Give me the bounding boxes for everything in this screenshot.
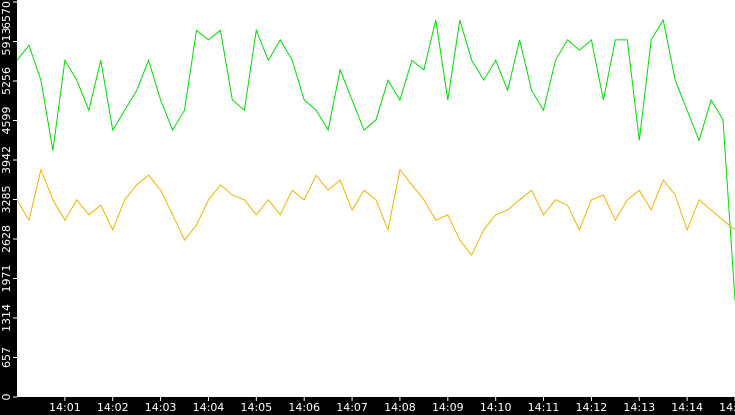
y-tick-label: 2628 bbox=[0, 225, 13, 253]
y-tick-label: 6570 bbox=[0, 1, 13, 29]
x-tick-label: 14:07 bbox=[336, 401, 368, 414]
x-tick-label: 14:08 bbox=[384, 401, 416, 414]
x-tick-label: 14:04 bbox=[193, 401, 225, 414]
data-line bbox=[16, 168, 735, 257]
data-line bbox=[16, 18, 735, 301]
y-tick-label: 1314 bbox=[0, 304, 13, 332]
plot-area bbox=[17, 0, 735, 397]
x-tick-label: 14:01 bbox=[49, 401, 81, 414]
y-tick-label: 3285 bbox=[0, 186, 13, 214]
x-tick-label: 14:15 bbox=[719, 401, 735, 414]
x-tick-label: 14:10 bbox=[480, 401, 512, 414]
y-tick-label: 0 bbox=[0, 394, 13, 401]
x-tick-label: 14:12 bbox=[576, 401, 608, 414]
x-tick-label: 14:02 bbox=[97, 401, 129, 414]
y-tick-label: 4599 bbox=[0, 107, 13, 135]
y-tick-label: 5913 bbox=[0, 28, 13, 56]
y-tick-label: 1971 bbox=[0, 265, 13, 293]
x-tick-label: 14:13 bbox=[623, 401, 655, 414]
x-tick-label: 14:09 bbox=[432, 401, 464, 414]
x-tick-label: 14:03 bbox=[145, 401, 177, 414]
y-tick-label: 5256 bbox=[0, 67, 13, 95]
x-tick-label: 14:11 bbox=[528, 401, 560, 414]
y-tick-label: 657 bbox=[0, 347, 13, 368]
x-tick-label: 14:14 bbox=[671, 401, 703, 414]
y-tick-label: 3942 bbox=[0, 146, 13, 174]
x-tick-label: 14:06 bbox=[288, 401, 320, 414]
x-tick-label: 14:05 bbox=[240, 401, 272, 414]
